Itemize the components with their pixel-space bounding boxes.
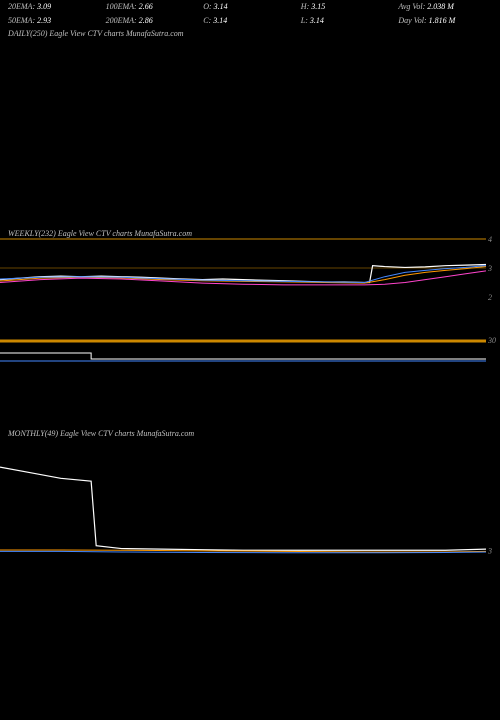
svg-text:3: 3 (487, 264, 492, 273)
stat-50ema: 50EMA: 2.93 (8, 16, 102, 26)
monthly-chart-section: MONTHLY(49) Eagle View CTV charts Munafa… (0, 427, 500, 627)
weekly-chart: 2 3 4 30 (0, 227, 500, 427)
stat-low: L: 3.14 (301, 16, 395, 26)
stat-open: O: 3.14 (203, 2, 297, 12)
svg-text:30: 30 (487, 336, 496, 345)
weekly-chart-title: WEEKLY(232) Eagle View CTV charts Munafa… (0, 229, 192, 238)
monthly-chart: 3 (0, 427, 500, 627)
header-stats: 20EMA: 3.09 100EMA: 2.66 O: 3.14 H: 3.15… (0, 0, 500, 27)
stat-avgvol: Avg Vol: 2.038 M (398, 2, 492, 12)
monthly-chart-title: MONTHLY(49) Eagle View CTV charts Munafa… (0, 429, 194, 438)
stat-close: C: 3.14 (203, 16, 297, 26)
stat-high: H: 3.15 (301, 2, 395, 12)
weekly-chart-section: WEEKLY(232) Eagle View CTV charts Munafa… (0, 227, 500, 427)
daily-chart-title: DAILY(250) Eagle View CTV charts MunafaS… (0, 29, 184, 38)
daily-chart-section: DAILY(250) Eagle View CTV charts MunafaS… (0, 27, 500, 227)
daily-chart (0, 27, 500, 227)
stat-20ema: 20EMA: 3.09 (8, 2, 102, 12)
svg-text:4: 4 (488, 235, 492, 244)
stat-200ema: 200EMA: 2.86 (106, 16, 200, 26)
stat-100ema: 100EMA: 2.66 (106, 2, 200, 12)
stat-dayvol: Day Vol: 1.816 M (398, 16, 492, 26)
svg-text:2: 2 (488, 293, 492, 302)
svg-text:3: 3 (487, 546, 492, 555)
